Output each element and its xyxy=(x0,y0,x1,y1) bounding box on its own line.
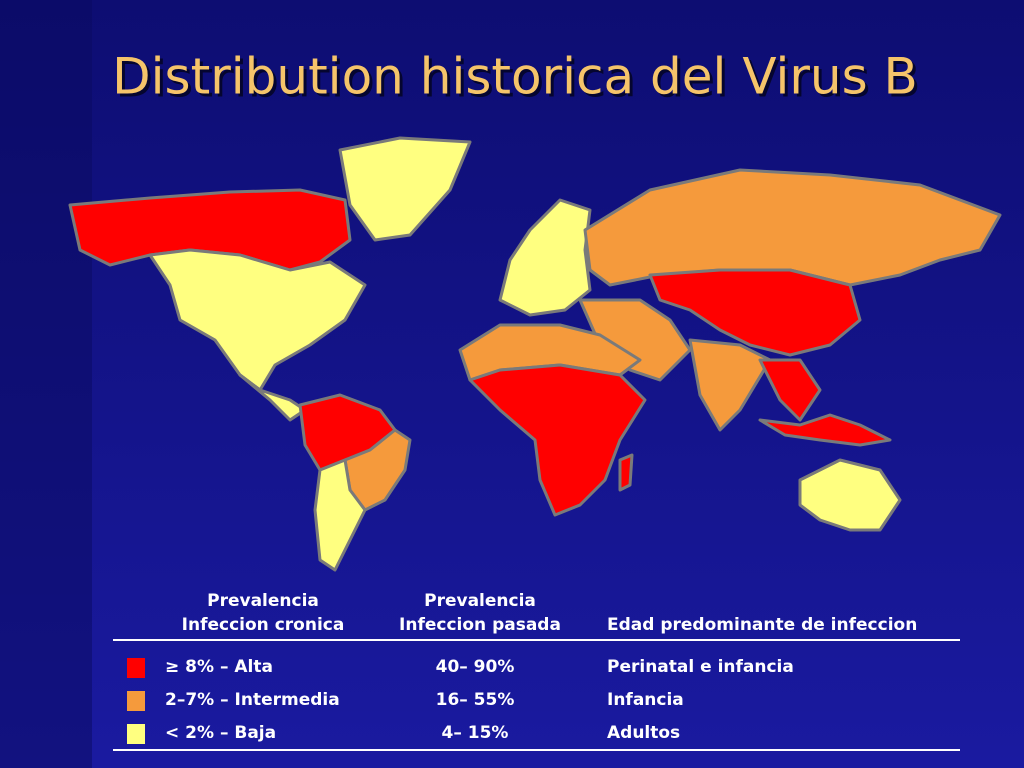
predominant-age: Perinatal e infancia xyxy=(607,657,794,677)
past-infection: 4– 15% xyxy=(442,723,509,743)
region-north-america xyxy=(148,248,367,392)
region-australia xyxy=(798,458,902,532)
prevalence-level: 2–7% – Intermedia xyxy=(165,690,340,710)
table-header: Prevalencia xyxy=(424,591,536,611)
prevalence-level: < 2% – Baja xyxy=(165,723,276,743)
region-madagascar xyxy=(618,453,634,492)
predominant-age: Infancia xyxy=(607,690,684,710)
table-header: Prevalencia xyxy=(207,591,319,611)
region-southeast-asia xyxy=(758,358,822,422)
region-china xyxy=(648,268,862,357)
region-sub-saharan-africa xyxy=(468,363,647,517)
table-header: Edad predominante de infeccion xyxy=(607,615,917,635)
region-india xyxy=(688,338,772,432)
past-infection: 16– 55% xyxy=(436,690,515,710)
region-indonesia xyxy=(758,413,892,447)
past-infection: 40– 90% xyxy=(436,657,515,677)
legend-swatch xyxy=(127,691,145,711)
title: Distribution historica del Virus B xyxy=(112,48,918,106)
table-header: Infeccion cronica xyxy=(182,615,345,635)
legend-table: Prevalencia Infeccion cronica Prevalencia I… xyxy=(127,591,917,744)
legend-swatch xyxy=(127,724,145,744)
world-map xyxy=(68,136,1002,572)
region-russia xyxy=(583,168,1002,287)
region-greenland xyxy=(338,136,472,242)
title-shadow: Distribution historica del Virus B xyxy=(115,51,921,109)
prevalence-level: ≥ 8% – Alta xyxy=(165,657,273,677)
side-band xyxy=(0,0,92,768)
region-south-cone xyxy=(313,458,367,572)
predominant-age: Adultos xyxy=(607,723,680,743)
table-header: Infeccion pasada xyxy=(399,615,561,635)
legend-swatch xyxy=(127,658,145,678)
